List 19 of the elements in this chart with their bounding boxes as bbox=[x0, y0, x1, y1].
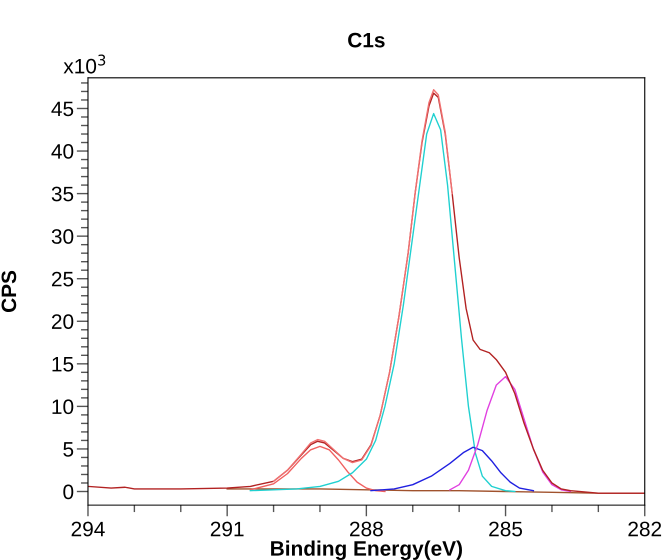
y-tick-label: 45 bbox=[51, 102, 74, 116]
x-tick-label: 294 bbox=[72, 522, 105, 536]
x-tick-label: 288 bbox=[350, 522, 383, 536]
y-tick-label: 25 bbox=[52, 272, 74, 286]
y-tick-label: 0 bbox=[63, 484, 74, 500]
y-axis-title: CPS bbox=[1, 270, 16, 312]
x-tick-label: 291 bbox=[210, 522, 244, 536]
y-tick-label: 20 bbox=[52, 314, 74, 330]
y-tick-label: 5 bbox=[63, 442, 74, 457]
y-tick-label: 10 bbox=[52, 399, 74, 414]
x-axis-title: Binding Energy(eV) bbox=[271, 540, 462, 560]
y-tick-label: 15 bbox=[52, 357, 74, 372]
x-tick-label: 285 bbox=[489, 522, 522, 536]
text: x10$^{3}$ bbox=[64, 54, 106, 74]
y-tick-label: 40 bbox=[51, 144, 74, 159]
chart-title: C1s bbox=[348, 32, 385, 48]
x-tick-label: 282 bbox=[628, 522, 662, 536]
y-tick-label: 30 bbox=[52, 229, 74, 244]
y-tick-label: 35 bbox=[52, 186, 74, 202]
